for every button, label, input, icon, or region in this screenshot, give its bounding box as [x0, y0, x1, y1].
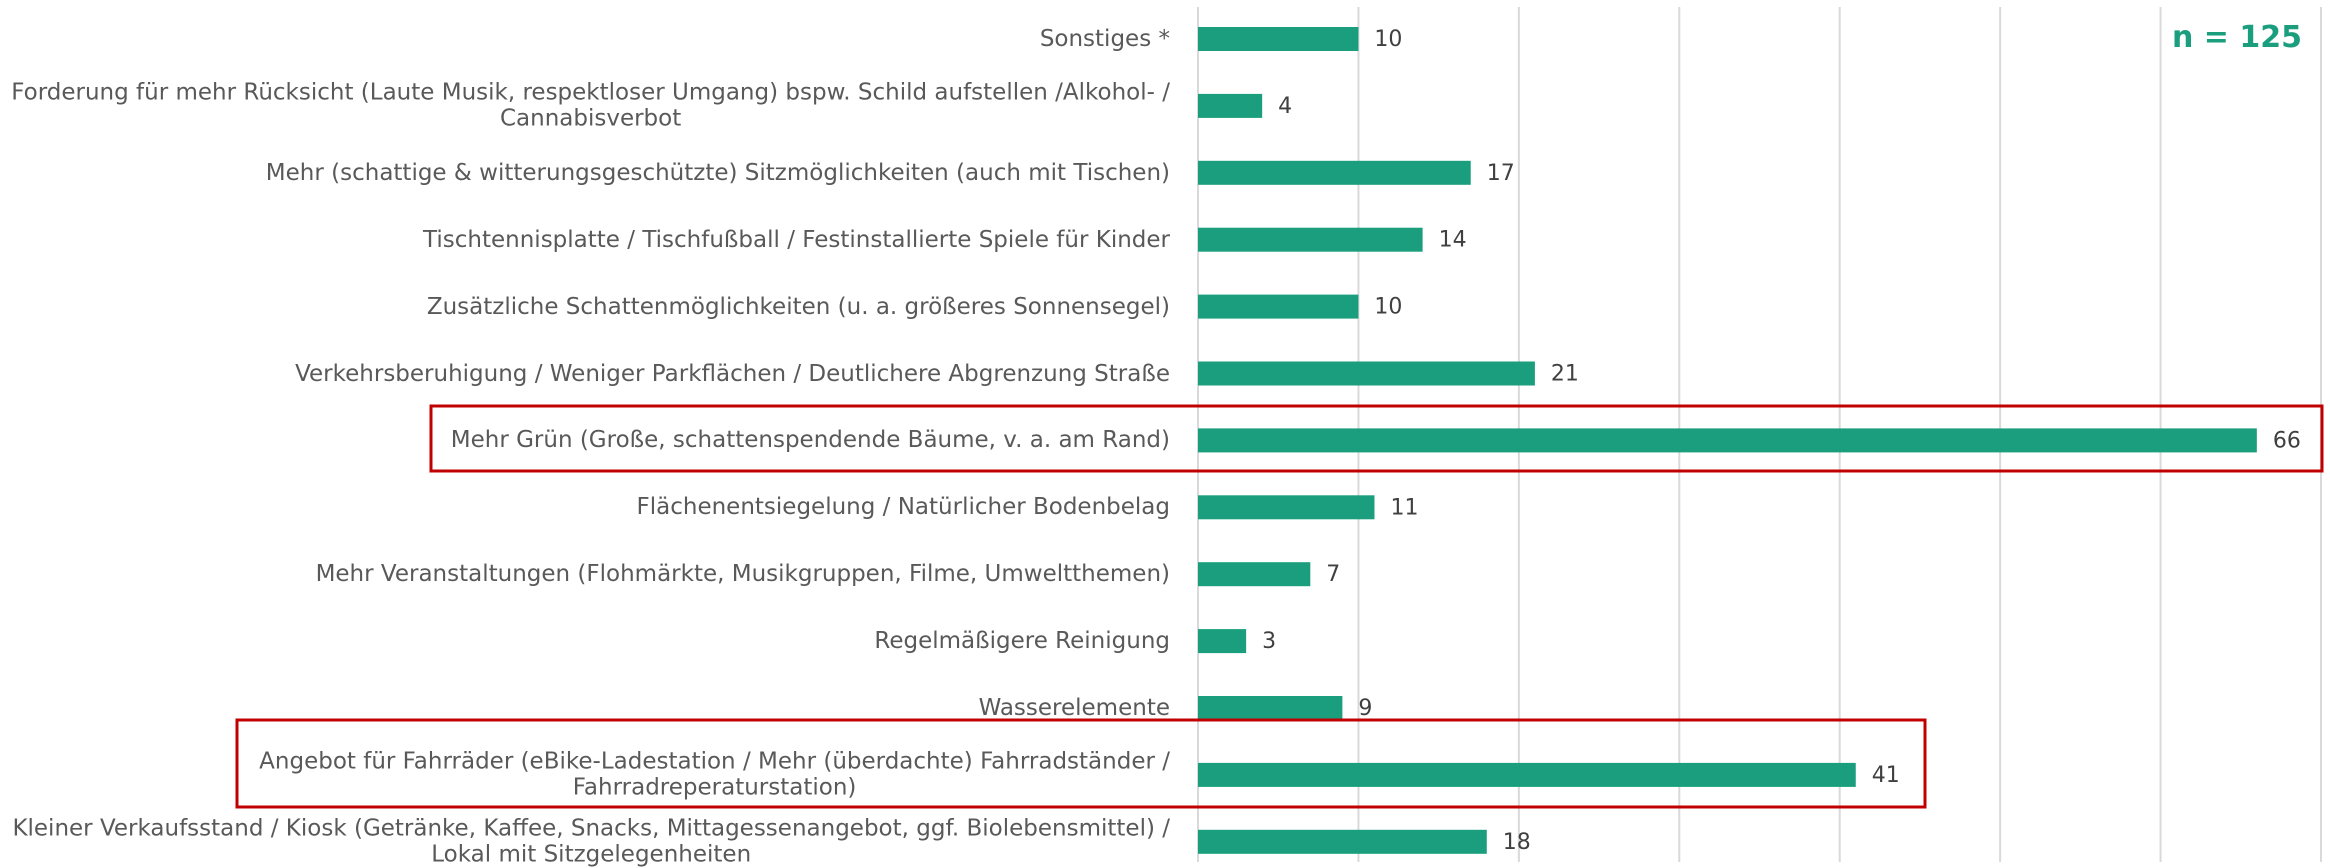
category-label: Regelmäßigere Reinigung — [874, 627, 1170, 654]
category-label: Tischtennisplatte / Tischfußball / Festi… — [423, 226, 1170, 253]
category-label-row: Sonstiges * — [1040, 26, 1170, 52]
category-label: Verkehrsberuhigung / Weniger Parkflächen… — [295, 360, 1170, 387]
value-label: 9 — [1358, 696, 1372, 721]
value-label: 18 — [1503, 830, 1531, 855]
category-label-row: Angebot für Fahrräder (eBike-Ladestation… — [259, 748, 1170, 801]
category-label-row: Mehr Grün (Große, schattenspendende Bäum… — [451, 427, 1170, 453]
bar — [1198, 294, 1359, 319]
bar — [1198, 829, 1487, 854]
category-label-row: Forderung für mehr Rücksicht (Laute Musi… — [11, 79, 1170, 132]
category-label: Mehr (schattige & witterungsgeschützte) … — [265, 159, 1170, 186]
category-label-row: Flächenentsiegelung / Natürlicher Bodenb… — [637, 494, 1170, 520]
category-label: Zusätzliche Schattenmöglichkeiten (u. a.… — [426, 293, 1170, 320]
sample-size: n = 125 — [2171, 20, 2302, 55]
value-label: 10 — [1374, 295, 1402, 320]
bar — [1198, 227, 1423, 252]
value-label: 11 — [1390, 495, 1418, 520]
category-label: Flächenentsiegelung / Natürlicher Bodenb… — [636, 494, 1170, 521]
category-label: Mehr Grün (Große, schattenspendende Bäum… — [450, 427, 1170, 454]
bar — [1198, 428, 2257, 453]
bar — [1198, 27, 1359, 51]
category-label-row: Mehr (schattige & witterungsgeschützte) … — [266, 160, 1170, 186]
bar — [1198, 762, 1856, 787]
category-label-row: Verkehrsberuhigung / Weniger Parkflächen… — [295, 360, 1170, 386]
highlight-box — [235, 718, 1927, 809]
category-label: Sonstiges * — [1039, 25, 1170, 52]
value-label: 7 — [1326, 562, 1340, 587]
value-label: 21 — [1551, 362, 1579, 387]
category-label: Wasserelemente — [978, 694, 1170, 721]
bar — [1198, 696, 1343, 720]
category-label-row: Zusätzliche Schattenmöglichkeiten (u. a.… — [427, 293, 1170, 319]
value-label: 14 — [1439, 228, 1467, 253]
category-label-row: Kleiner Verkaufsstand / Kiosk (Getränke,… — [12, 815, 1170, 868]
bar — [1198, 629, 1247, 654]
value-label: 10 — [1374, 27, 1402, 52]
highlight-box — [429, 404, 2324, 473]
category-label-row: Tischtennisplatte / Tischfußball / Festi… — [423, 226, 1170, 252]
category-label-row: Regelmäßigere Reinigung — [874, 628, 1170, 654]
value-label: 66 — [2273, 428, 2301, 453]
bar — [1198, 495, 1375, 520]
category-label: Forderung für mehr Rücksicht (Laute Musi… — [11, 79, 1170, 132]
value-label: 3 — [1262, 629, 1276, 654]
category-label: Kleiner Verkaufsstand / Kiosk (Getränke,… — [12, 815, 1170, 868]
bar — [1198, 93, 1263, 118]
category-label-row: Wasserelemente — [979, 695, 1170, 721]
bar — [1198, 361, 1535, 386]
bar — [1198, 160, 1471, 185]
value-label: 41 — [1872, 763, 1900, 788]
category-label-row: Mehr Veranstaltungen (Flohmärkte, Musikg… — [316, 561, 1170, 587]
bars: 10 4 17 14 10 21 66 11 7 3 9 41 18 — [1198, 27, 2301, 855]
value-label: 17 — [1487, 161, 1515, 186]
value-label: 4 — [1278, 94, 1292, 119]
bar — [1198, 562, 1311, 587]
category-label: Angebot für Fahrräder (eBike-Ladestation… — [259, 748, 1170, 801]
category-label: Mehr Veranstaltungen (Flohmärkte, Musikg… — [315, 560, 1170, 587]
